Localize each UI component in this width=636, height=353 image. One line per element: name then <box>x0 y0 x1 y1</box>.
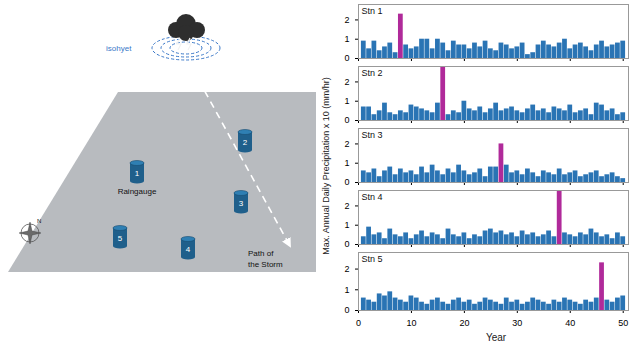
svg-text:40: 40 <box>565 318 575 328</box>
svg-text:Path of: Path of <box>248 249 274 258</box>
svg-text:the Storm: the Storm <box>248 260 283 269</box>
svg-text:3: 3 <box>239 199 244 208</box>
svg-text:Stn 3: Stn 3 <box>362 130 383 140</box>
svg-text:Stn 4: Stn 4 <box>362 192 383 202</box>
svg-text:2: 2 <box>243 138 248 147</box>
svg-text:2: 2 <box>344 15 349 25</box>
svg-text:0: 0 <box>344 115 349 124</box>
svg-text:30: 30 <box>512 318 522 328</box>
html-text:Year: Year <box>485 332 507 343</box>
svg-text:Stn 1: Stn 1 <box>362 6 383 16</box>
svg-text:4: 4 <box>186 245 191 254</box>
svg-text:0: 0 <box>356 318 361 328</box>
svg-text:Raingauge: Raingauge <box>118 187 157 196</box>
svg-text:N: N <box>37 218 41 224</box>
svg-text:1: 1 <box>344 96 349 106</box>
svg-text:5: 5 <box>118 234 123 243</box>
svg-text:1: 1 <box>135 169 140 178</box>
svg-text:Stn 2: Stn 2 <box>362 68 383 78</box>
svg-text:2: 2 <box>344 77 349 87</box>
svg-text:0: 0 <box>344 177 349 186</box>
svg-text:0: 0 <box>344 239 349 248</box>
svg-text:2: 2 <box>344 264 349 274</box>
svg-text:Stn 5: Stn 5 <box>362 254 383 264</box>
svg-text:isohyet: isohyet <box>106 44 132 53</box>
svg-text:2: 2 <box>344 201 349 211</box>
svg-text:10: 10 <box>406 318 416 328</box>
svg-text:1: 1 <box>344 220 349 230</box>
svg-text:1: 1 <box>344 34 349 44</box>
svg-text:50: 50 <box>618 318 628 328</box>
html-text:Max. Annual Daily Precipitatio: Max. Annual Daily Precipitation x 10 (mm… <box>321 77 331 255</box>
svg-text:20: 20 <box>459 318 469 328</box>
svg-text:1: 1 <box>344 158 349 168</box>
svg-text:0: 0 <box>344 53 349 62</box>
svg-text:2: 2 <box>344 139 349 149</box>
svg-text:1: 1 <box>344 285 349 295</box>
svg-text:0: 0 <box>344 305 349 315</box>
